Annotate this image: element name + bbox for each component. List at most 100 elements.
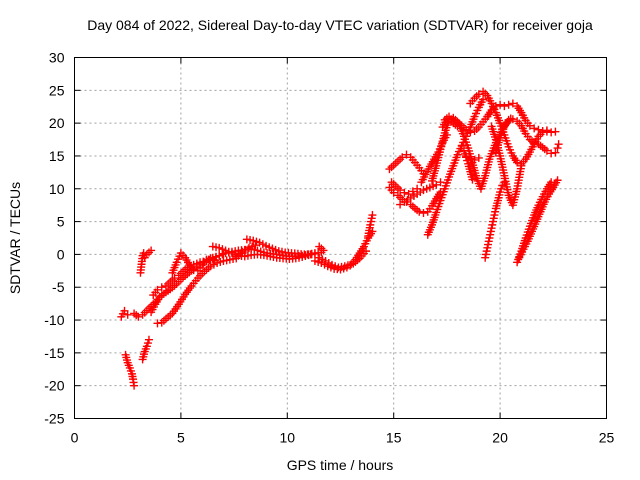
plus-marker: [554, 140, 563, 149]
plus-marker: [542, 146, 551, 155]
plus-marker: [415, 207, 424, 216]
plus-marker: [400, 188, 409, 197]
plus-marker: [504, 100, 513, 109]
plus-marker: [551, 127, 560, 136]
plus-marker: [553, 144, 562, 153]
y-tick-label: -25: [44, 411, 64, 427]
series-s30: [483, 99, 560, 137]
plus-marker: [419, 209, 428, 218]
plus-marker: [525, 121, 534, 130]
plus-marker: [396, 186, 405, 195]
plus-marker: [123, 310, 132, 319]
plus-marker: [144, 335, 153, 344]
series-s3: [136, 246, 156, 277]
series-s1: [117, 306, 132, 321]
series-s4: [138, 335, 153, 364]
plus-marker: [513, 158, 522, 167]
plus-marker: [508, 99, 517, 108]
plus-marker: [398, 153, 407, 162]
y-tick-label: -15: [44, 345, 64, 361]
series-s16: [310, 247, 371, 274]
series-s6: [153, 254, 241, 328]
series-s8: [147, 293, 164, 317]
plus-marker: [319, 246, 328, 255]
plus-marker: [479, 95, 488, 104]
plus-marker: [362, 247, 371, 256]
series-s32: [491, 115, 556, 158]
grid-lines: [74, 57, 607, 419]
series-s9: [168, 249, 198, 277]
plus-marker: [500, 178, 509, 187]
y-tick-label: 15: [49, 148, 65, 164]
x-tick-label: 15: [386, 430, 402, 446]
plus-marker: [530, 124, 539, 133]
series-s14: [232, 241, 260, 261]
series-s18: [364, 211, 377, 241]
x-tick-label: 20: [492, 430, 508, 446]
plus-marker: [491, 102, 500, 111]
plus-marker: [534, 125, 543, 134]
series-s22: [387, 178, 422, 199]
plus-marker: [466, 128, 475, 137]
series-s2: [121, 350, 139, 390]
plus-marker: [306, 250, 315, 259]
y-tick-label: 5: [57, 214, 65, 230]
plus-marker: [408, 187, 417, 196]
x-tick-label: 0: [71, 430, 79, 446]
plus-marker: [147, 246, 156, 255]
y-tick-label: -10: [44, 312, 64, 328]
plot-frame: [74, 57, 607, 419]
x-axis-label: GPS time / hours: [287, 457, 394, 473]
y-tick-label: 25: [49, 82, 65, 98]
axis-tick-labels: 0 5 10 15 20 25 -25 -20 -15 -10 -5 0 5 10 15 20 25 30: [44, 50, 614, 446]
plus-marker: [468, 175, 477, 184]
y-tick-label: 20: [49, 115, 65, 131]
plus-marker: [170, 274, 179, 283]
plus-marker: [134, 312, 143, 321]
series-s37: [462, 151, 483, 164]
plus-marker: [130, 381, 139, 390]
plus-marker: [389, 188, 398, 197]
plus-marker: [457, 142, 466, 151]
plus-marker: [368, 211, 377, 220]
data-marks: [117, 87, 563, 390]
plus-marker: [474, 153, 483, 162]
plus-marker: [402, 150, 411, 159]
series-s17: [315, 242, 328, 255]
x-tick-label: 5: [177, 430, 185, 446]
plus-marker: [204, 255, 213, 264]
plus-marker: [517, 161, 526, 170]
plus-marker: [157, 283, 166, 292]
plus-marker: [432, 180, 441, 189]
y-tick-label: 30: [49, 50, 65, 66]
y-tick-label: -20: [44, 378, 64, 394]
plus-marker: [496, 100, 505, 109]
y-tick-label: -5: [52, 279, 65, 295]
plus-marker: [251, 241, 260, 250]
series-s33: [481, 178, 509, 262]
series-s35: [515, 176, 562, 262]
plus-marker: [530, 138, 539, 147]
chart-title: Day 084 of 2022, Sidereal Day-to-day VTE…: [87, 17, 593, 33]
plus-marker: [404, 190, 413, 199]
plus-marker: [462, 151, 471, 160]
series-s13: [242, 235, 315, 259]
plus-marker: [551, 148, 560, 157]
plus-marker: [155, 293, 164, 302]
plus-marker: [553, 176, 562, 185]
x-tick-label: 10: [280, 430, 296, 446]
plus-marker: [413, 184, 422, 193]
series-s36: [551, 140, 563, 157]
x-tick-label: 25: [599, 430, 615, 446]
plus-marker: [153, 285, 162, 294]
y-axis-label: SDTVAR / TECUs: [7, 182, 23, 294]
plus-marker: [396, 200, 405, 209]
plus-marker: [470, 155, 479, 164]
series-s20: [385, 150, 428, 178]
plus-marker: [447, 115, 456, 124]
y-tick-label: 10: [49, 181, 65, 197]
plus-marker: [508, 115, 517, 124]
y-tick-label: 0: [57, 246, 65, 262]
plus-marker: [466, 154, 475, 163]
